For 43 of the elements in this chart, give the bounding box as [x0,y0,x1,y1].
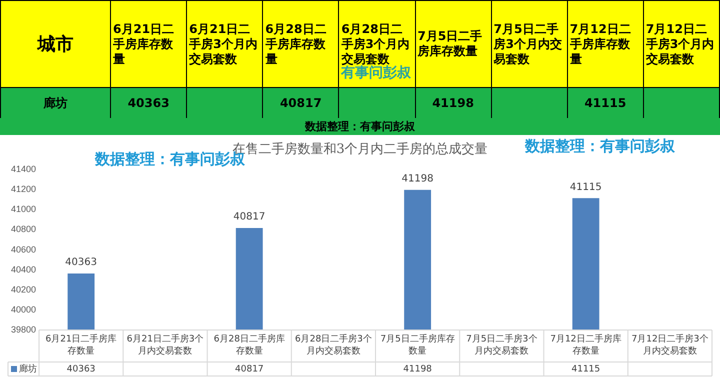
y-tick-label: 41000 [10,204,36,214]
text: 41115 [567,88,644,118]
text: 有事问彭叔 [341,65,411,82]
annotation: 40363 [65,257,97,268]
annotation: 40817 [233,212,266,223]
text: 40817 [262,88,339,118]
x-tick-label: 6月28日二手房3个月内交易套数 [295,333,372,356]
x-tick-label: 7月12日二手房3个月内交易套数 [631,333,708,356]
y-tick-label: 39800 [10,324,36,334]
text: 数据整理：有事问彭叔 [525,137,675,156]
category-label: 7月12日二手房3个月内交易套数 [646,22,714,66]
category-label: 6月28日二手房3个月内交易套数 [341,22,410,66]
y-tick-label: 40400 [10,264,36,274]
data-label: 41198 [403,364,432,374]
legend-title: 城市 [0,0,110,88]
text: 廊坊 [44,96,68,110]
category-label: 6月28日二手房库存数量 [265,22,326,66]
category-label: 7月5日二手房3个月内交易套数 [494,22,562,66]
x-tick-label: 6月21日二手房库存数量 [45,333,117,356]
category-label: 6月21日二手房3个月内交易套数 [189,22,258,66]
x-tick-label: 6月28日二手房库存数量 [214,333,285,356]
legend-label: 廊坊 [19,363,37,374]
x-tick-label: 7月12日二手房库存数量 [550,333,622,356]
data-label: 40363 [66,364,96,374]
y-tick-label: 41400 [10,164,36,174]
x-tick-label: 7月5日二手房3个月内交易套数 [466,333,538,356]
x-tick-label: 6月21日二手房3个月内交易套数 [126,333,204,356]
text: 数据整理：有事问彭叔 [0,118,720,136]
y-tick-label: 41200 [10,184,36,194]
category-label: 6月21日二手房库存数量 [113,22,174,66]
y-tick-label: 40200 [10,284,36,294]
annotation: 41198 [402,173,434,184]
x-tick-label: 7月5日二手房库存数量 [380,333,455,356]
category-label: 7月5日二手房库存数量 [418,29,482,58]
y-tick-label: 40800 [10,224,36,234]
category-label: 7月12日二手房库存数量 [570,22,631,66]
annotation: 41115 [570,182,602,193]
text: 41198 [415,88,492,118]
data-label: 40817 [235,364,264,374]
text: 40363 [110,88,187,118]
data-label: 41115 [571,364,600,374]
y-tick-label: 40600 [10,244,36,254]
y-tick-label: 40000 [10,304,36,314]
